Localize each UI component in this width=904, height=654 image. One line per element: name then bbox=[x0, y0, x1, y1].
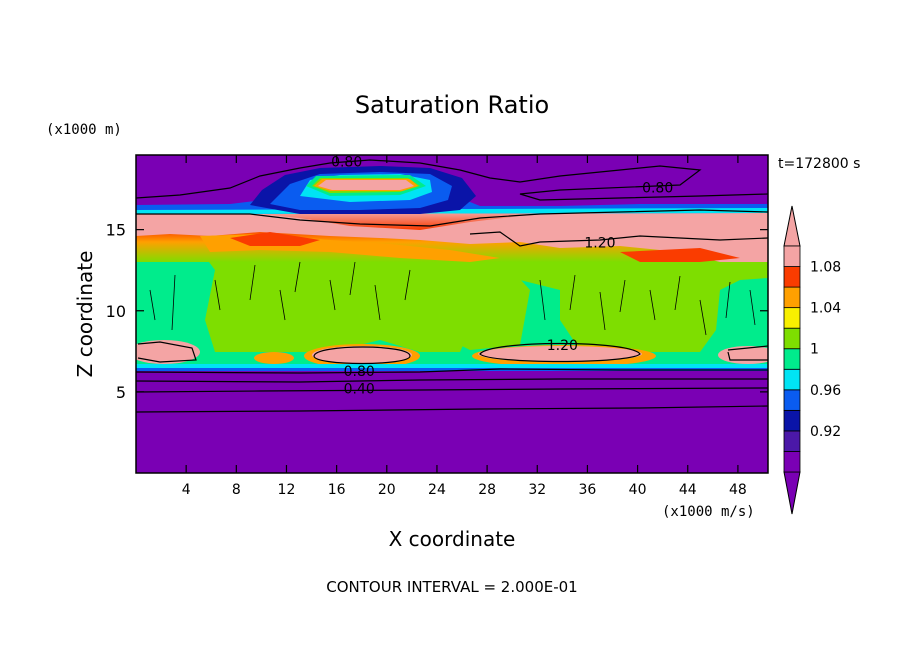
x-tick-label: 16 bbox=[328, 482, 346, 498]
y-tick-label: 5 bbox=[116, 383, 126, 402]
lower-cell-5 bbox=[254, 352, 294, 364]
contour-label: 0.80 bbox=[331, 154, 362, 170]
lower-cell-2-core bbox=[478, 346, 642, 362]
x-unit-label: (x1000 m/s) bbox=[662, 504, 755, 520]
colorbar-swatch bbox=[783, 389, 801, 411]
x-tick-label: 48 bbox=[729, 482, 747, 498]
colorbar-swatch bbox=[783, 327, 801, 350]
contour-label: 0.40 bbox=[344, 382, 375, 398]
colorbar-swatch bbox=[783, 266, 801, 288]
chart-title: Saturation Ratio bbox=[355, 91, 549, 119]
upper-red-streaks bbox=[230, 232, 320, 246]
contour-line-cell-4 bbox=[727, 345, 768, 361]
upper-pink-region bbox=[136, 208, 768, 262]
colorbar-high-extension bbox=[783, 205, 801, 247]
contour-lines bbox=[136, 159, 768, 413]
time-label: t=172800 s bbox=[778, 156, 860, 172]
x-tick-label: 12 bbox=[278, 482, 296, 498]
x-tick-label: 20 bbox=[378, 482, 396, 498]
colorbar-low-extension bbox=[783, 471, 801, 515]
y-tick-label: 15 bbox=[106, 221, 126, 240]
x-tick-label: 28 bbox=[478, 482, 496, 498]
cloud-base-blue bbox=[136, 368, 768, 371]
contour-label: 1.20 bbox=[584, 236, 615, 252]
saturation-field: 0.80 0.80 1.20 1.20 0.80 0.40 bbox=[136, 154, 768, 473]
contour-label: 0.80 bbox=[344, 364, 375, 380]
x-tick-label: 24 bbox=[428, 482, 446, 498]
colorbar-swatch bbox=[783, 368, 801, 391]
colorbar-label: 1 bbox=[810, 342, 819, 358]
y-axis-label: Z coordinate bbox=[73, 251, 97, 378]
cloud-base-cyan bbox=[136, 364, 768, 368]
colorbar-swatch bbox=[783, 245, 801, 267]
contour-line-cell-1 bbox=[313, 346, 411, 365]
x-axis-ticks: 4 8 12 16 20 24 28 32 36 40 44 48 bbox=[182, 155, 747, 498]
x-axis-label: X coordinate bbox=[389, 527, 516, 551]
contour-line-120-upper bbox=[469, 231, 768, 247]
contour-label: 1.20 bbox=[547, 338, 578, 354]
x-tick-label: 36 bbox=[579, 482, 597, 498]
contour-line-080-low bbox=[136, 368, 768, 374]
colorbar-swatch bbox=[783, 409, 801, 432]
cloud-layer-green-3 bbox=[560, 278, 660, 350]
y-unit-label: (x1000 m) bbox=[46, 122, 122, 138]
x-tick-label: 44 bbox=[679, 482, 697, 498]
contour-label: 0.80 bbox=[642, 180, 673, 196]
upper-red-streaks-2 bbox=[620, 248, 740, 262]
y-axis-ticks: 5 10 15 bbox=[106, 221, 768, 402]
anvil-pink bbox=[318, 180, 414, 190]
contour-line-dry-2 bbox=[136, 405, 768, 413]
colorbar-label: 1.04 bbox=[810, 301, 841, 317]
colorbar-label: 1.08 bbox=[810, 260, 841, 276]
colorbar-swatch bbox=[783, 348, 801, 370]
colorbar-swatch bbox=[783, 430, 801, 452]
lower-cell-4 bbox=[718, 346, 768, 364]
x-tick-label: 4 bbox=[182, 482, 191, 498]
contour-line-cell-2 bbox=[479, 342, 641, 363]
contour-line-streaks bbox=[149, 261, 756, 336]
contour-labels: 0.80 0.80 1.20 1.20 0.80 0.40 bbox=[331, 154, 673, 398]
colorbar-label: 0.92 bbox=[810, 424, 841, 440]
contour-line-cell-3 bbox=[137, 341, 197, 363]
lower-cell-1-core bbox=[312, 346, 412, 364]
x-tick-label: 40 bbox=[629, 482, 647, 498]
x-tick-label: 8 bbox=[232, 482, 241, 498]
contour-interval-footer: CONTOUR INTERVAL = 2.000E-01 bbox=[326, 578, 577, 596]
lower-dry-layer bbox=[136, 371, 768, 473]
colorbar: 0.92 0.96 1 1.04 1.08 bbox=[783, 205, 841, 515]
y-tick-label: 10 bbox=[106, 302, 126, 321]
contour-line-upper-band bbox=[136, 209, 768, 227]
x-tick-label: 32 bbox=[528, 482, 546, 498]
plot-frame bbox=[135, 154, 769, 474]
colorbar-label: 0.96 bbox=[810, 383, 841, 399]
contour-line-dry-1 bbox=[136, 378, 768, 383]
contour-line-080-top bbox=[136, 159, 768, 201]
colorbar-swatch bbox=[783, 451, 801, 473]
cloud-layer-green-4 bbox=[240, 280, 360, 345]
contour-line-040 bbox=[136, 387, 768, 393]
cloud-layer-green-2 bbox=[440, 268, 530, 350]
colorbar-swatch bbox=[783, 286, 801, 309]
colorbar-swatch bbox=[783, 307, 801, 329]
